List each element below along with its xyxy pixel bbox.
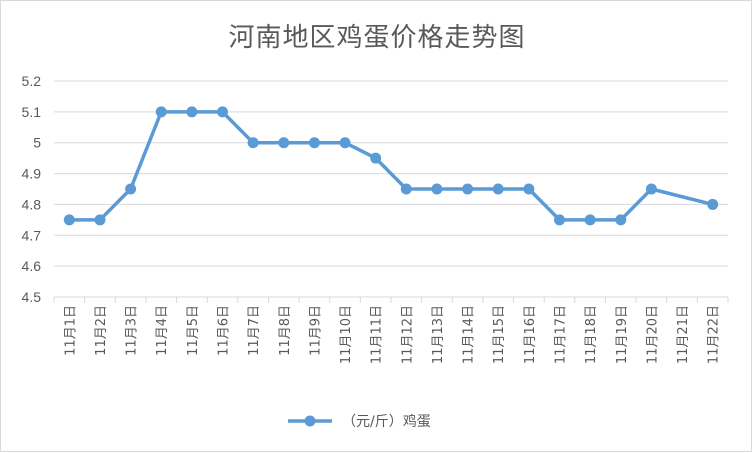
y-tick-label: 4.9 — [22, 166, 42, 182]
data-point — [462, 183, 474, 195]
data-point — [63, 214, 75, 226]
x-axis: 11月1日 11月2日 11月3日 11月4日 11月5日 11月6日 11月7日 11月8日… — [53, 297, 729, 364]
data-point — [278, 137, 290, 149]
x-tick-label: 11月3日 — [125, 305, 140, 356]
x-tick-label: 11月19日 — [615, 305, 630, 364]
y-tick-label: 4.6 — [22, 258, 42, 274]
y-tick-label: 5.2 — [22, 73, 42, 89]
x-tick-label: 11月5日 — [186, 305, 201, 356]
data-point — [155, 106, 167, 118]
data-point — [615, 214, 627, 226]
legend: （元/斤）鸡蛋 — [288, 413, 431, 430]
x-tick-label: 11月14日 — [462, 305, 477, 364]
data-point — [492, 183, 504, 195]
x-tick-label: 11月9日 — [308, 305, 323, 356]
data-point — [554, 214, 565, 226]
data-point — [523, 183, 535, 195]
x-tick-label: 11月6日 — [217, 305, 232, 356]
x-tick-label: 11月2日 — [94, 305, 109, 356]
x-tick-label: 11月11日 — [370, 305, 385, 364]
x-tick-label: 11月12日 — [400, 305, 415, 364]
x-tick-label: 11月18日 — [584, 305, 599, 364]
data-point — [400, 183, 412, 195]
gridlines — [54, 80, 728, 298]
data-point — [125, 183, 137, 195]
legend-marker — [304, 415, 316, 427]
data-point — [247, 137, 259, 149]
x-tick-label: 11月20日 — [645, 305, 660, 364]
y-tick-label: 5 — [33, 135, 41, 151]
y-axis: 4.5 4.6 4.7 4.8 4.9 5 5.1 5.2 — [22, 73, 42, 305]
x-tick-label: 11月7日 — [247, 305, 262, 356]
data-point — [431, 183, 443, 195]
data-point — [707, 198, 719, 210]
y-tick-label: 4.8 — [22, 196, 42, 212]
data-point — [584, 214, 596, 226]
data-point — [339, 137, 351, 149]
x-tick-label: 11月22日 — [707, 305, 722, 364]
series-line — [69, 110, 714, 222]
x-tick-label: 11月8日 — [278, 305, 293, 356]
x-tick-label: 11月1日 — [63, 305, 78, 356]
data-point — [308, 137, 320, 149]
x-tick-label: 11月15日 — [492, 305, 507, 364]
x-tick-label: 11月21日 — [676, 305, 691, 364]
legend-label: （元/斤）鸡蛋 — [342, 413, 431, 430]
x-tick-label: 11月10日 — [339, 305, 354, 364]
x-tick-label: 11月17日 — [554, 305, 569, 364]
data-point — [370, 152, 382, 164]
y-tick-label: 4.7 — [22, 227, 42, 243]
x-tick-label: 11月13日 — [431, 305, 446, 364]
x-tick-label: 11月4日 — [155, 305, 170, 356]
x-tick-label: 11月16日 — [523, 305, 538, 364]
y-tick-label: 4.5 — [22, 289, 42, 305]
data-point — [186, 106, 198, 118]
data-point — [94, 214, 106, 226]
chart-title: 河南地区鸡蛋价格走势图 — [228, 23, 525, 53]
series-layer — [63, 106, 719, 226]
y-tick-label: 5.1 — [22, 104, 42, 120]
data-point — [217, 106, 228, 118]
data-point — [645, 183, 657, 195]
